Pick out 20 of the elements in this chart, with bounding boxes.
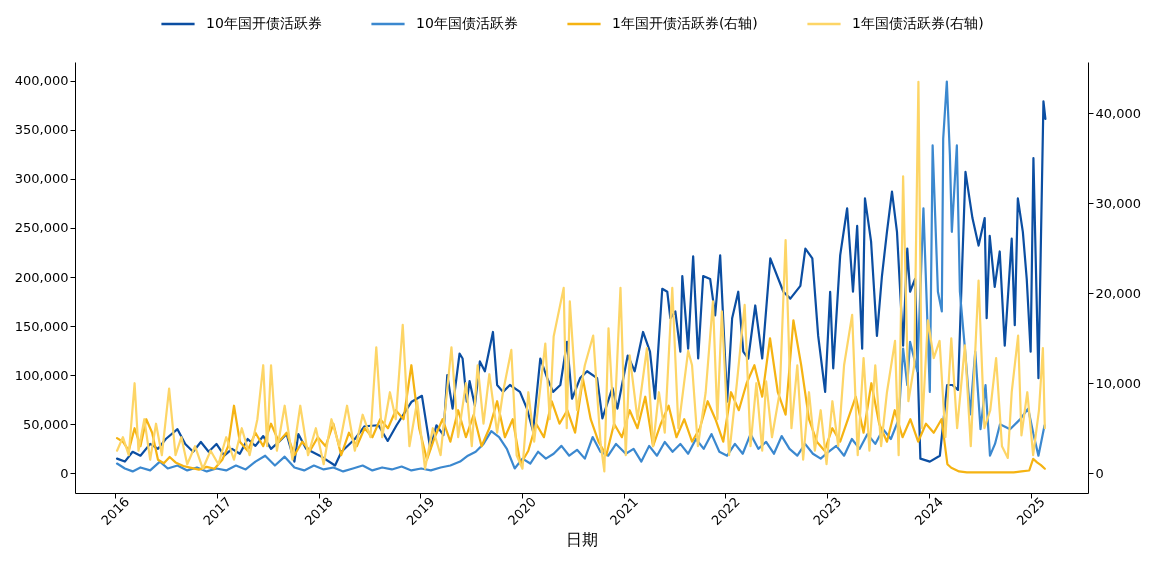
y-tick-label: 150,000 bbox=[14, 318, 69, 334]
legend-label: 1年国开债活跃券(右轴) bbox=[612, 15, 758, 31]
legend-label: 1年国债活跃券(右轴) bbox=[852, 15, 984, 31]
y-tick-label: 100,000 bbox=[14, 367, 69, 383]
y2-tick-label: 40,000 bbox=[1095, 105, 1141, 121]
y-tick-label: 0 bbox=[60, 465, 69, 481]
y2-tick-label: 20,000 bbox=[1095, 285, 1141, 301]
y2-tick-label: 30,000 bbox=[1095, 195, 1141, 211]
y-tick-label: 300,000 bbox=[14, 171, 69, 187]
y-tick-label: 400,000 bbox=[14, 73, 69, 89]
y-tick-label: 50,000 bbox=[23, 416, 69, 432]
y2-tick-label: 0 bbox=[1095, 465, 1104, 481]
y2-tick-label: 10,000 bbox=[1095, 375, 1141, 391]
line-series bbox=[115, 319, 1046, 474]
legend-label: 10年国债活跃券 bbox=[416, 15, 518, 31]
y-tick-label: 250,000 bbox=[14, 220, 69, 236]
x-axis-title: 日期 bbox=[566, 530, 598, 550]
y-tick-label: 350,000 bbox=[14, 122, 69, 138]
legend-label: 10年国开债活跃券 bbox=[206, 15, 322, 31]
y-tick-label: 200,000 bbox=[14, 269, 69, 285]
